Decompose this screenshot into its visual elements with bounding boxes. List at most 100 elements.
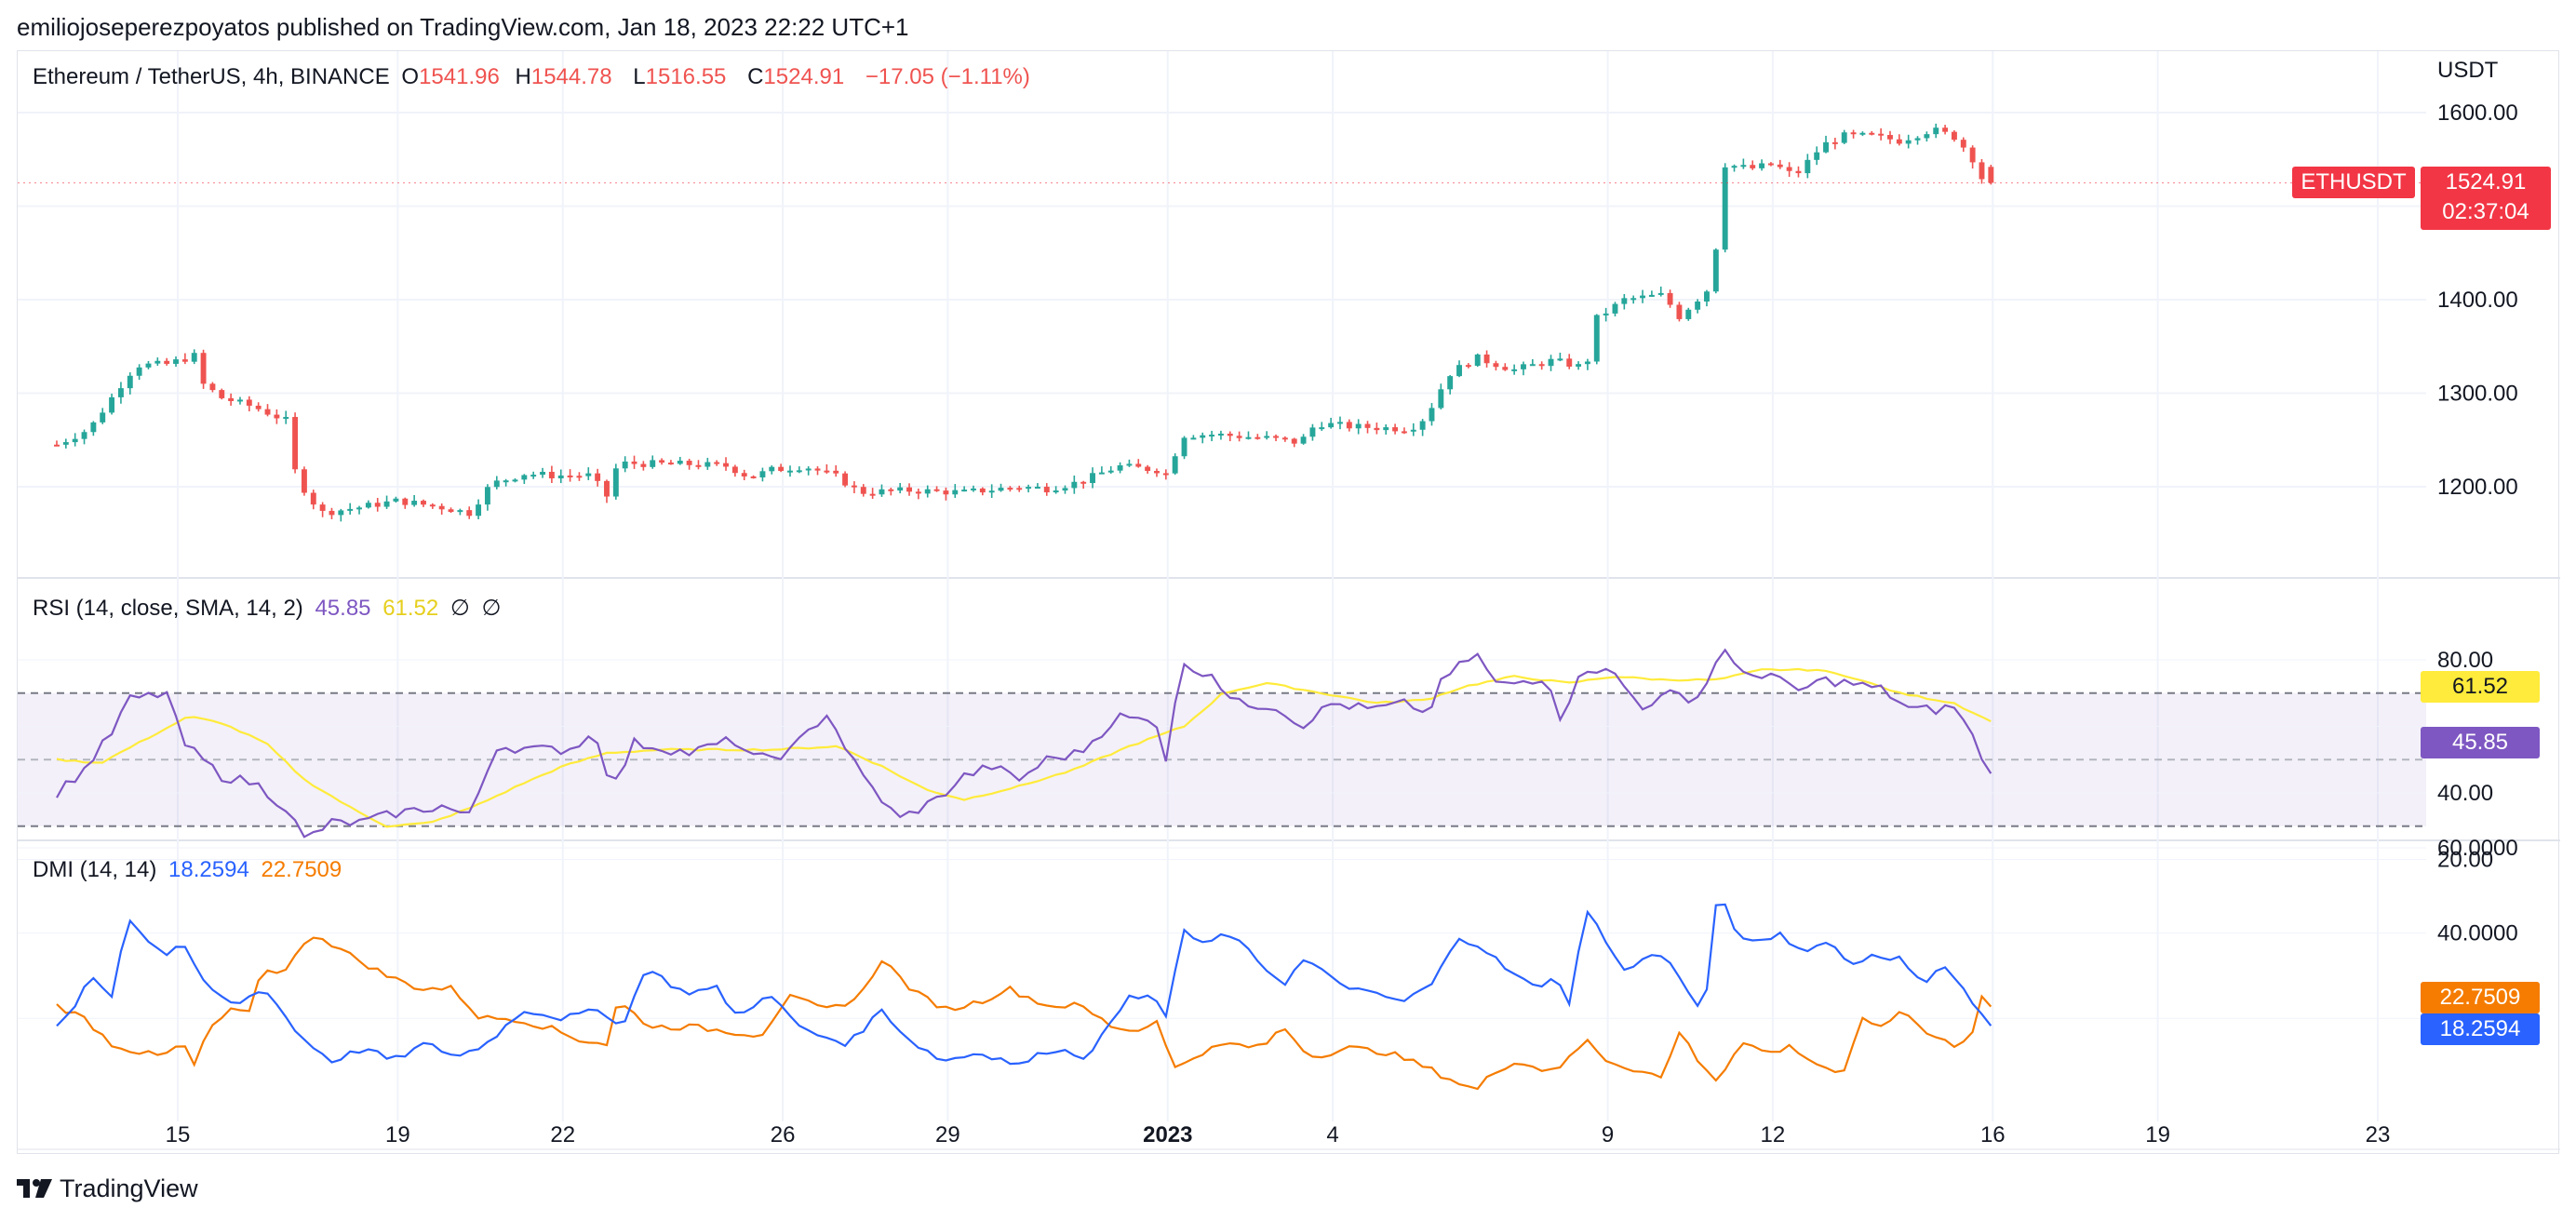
- candle-body: [1429, 408, 1435, 422]
- candle-body: [1988, 167, 1994, 183]
- x-tick-label: 4: [1326, 1122, 1338, 1147]
- candle-body: [622, 461, 628, 469]
- candle-body: [1117, 465, 1123, 471]
- candle-body: [659, 460, 665, 463]
- candle-body: [1383, 427, 1389, 431]
- candle-body: [219, 390, 225, 398]
- close-label: C1524.91: [747, 64, 844, 89]
- candle-body: [1281, 437, 1288, 440]
- candle-body: [1685, 309, 1692, 319]
- candle-body: [1722, 167, 1728, 250]
- di-plus-line: [56, 903, 1992, 1066]
- candle-body: [567, 475, 573, 477]
- candle-body: [1960, 140, 1966, 148]
- candle-body: [704, 462, 711, 467]
- candle-body: [1731, 166, 1737, 168]
- candle-body: [650, 460, 656, 467]
- candle-body: [924, 489, 931, 494]
- publisher-caption: emiliojoseperezpoyatos published on Trad…: [17, 13, 909, 41]
- candle-body: [1043, 487, 1050, 493]
- rsi-title[interactable]: RSI (14, close, SMA, 14, 2): [33, 596, 303, 621]
- chart-frame[interactable]: 15 19 22 26 29 2023 4 9 12 16 19 23 USDT 1600.00 1400.…: [17, 50, 2560, 1155]
- candle-body: [677, 461, 683, 464]
- rsi-value: 45.85: [315, 596, 371, 621]
- candle-body: [1181, 437, 1187, 457]
- candle-body: [750, 476, 757, 478]
- candle-body: [1887, 135, 1893, 140]
- candle-body: [1209, 435, 1215, 437]
- candle-body: [595, 473, 601, 481]
- candle-body: [209, 383, 216, 391]
- candle-body: [1300, 436, 1307, 444]
- candle-body: [1657, 292, 1664, 295]
- tradingview-logo[interactable]: TradingView: [17, 1174, 198, 1203]
- candle-body: [421, 501, 426, 505]
- candle-body: [100, 412, 106, 423]
- candle-body: [557, 475, 564, 478]
- ticker-badge[interactable]: ETHUSDT: [2292, 167, 2415, 198]
- price-tick-label: 1300.00: [2437, 382, 2518, 407]
- candle-body: [1098, 472, 1105, 475]
- candle-body: [869, 493, 876, 496]
- candle-body: [393, 498, 399, 502]
- candle-body: [1419, 421, 1426, 430]
- candle-body: [181, 359, 188, 362]
- candle-body: [319, 504, 326, 511]
- candle-body: [1309, 427, 1316, 437]
- candle-body: [1859, 132, 1866, 135]
- candle-body: [512, 479, 518, 482]
- rsi-tick-label: 80.00: [2437, 648, 2493, 673]
- candle-body: [1401, 431, 1407, 434]
- candle-body: [741, 473, 747, 476]
- rsi-line: [56, 648, 1992, 839]
- x-tick-label: 19: [385, 1122, 410, 1147]
- candle-body: [640, 463, 647, 467]
- candle-body: [191, 353, 197, 362]
- candle-body: [1557, 358, 1563, 361]
- candle-body: [612, 468, 619, 497]
- candle-body: [72, 438, 78, 443]
- rsi-tick-label: 20.00: [2437, 848, 2493, 873]
- candle-body: [1217, 434, 1224, 436]
- candle-body: [90, 422, 97, 433]
- rsi-na-1: ∅: [449, 596, 470, 621]
- rsi-tick-label: 40.00: [2437, 781, 2493, 806]
- candle-body: [1456, 365, 1462, 377]
- rsi-ma-line: [56, 667, 1992, 828]
- candle-body: [796, 470, 802, 473]
- candle-body: [145, 363, 152, 368]
- di-minus-badge: 22.7509: [2421, 982, 2540, 1013]
- candle-body: [842, 473, 849, 486]
- candle-body: [1667, 292, 1673, 305]
- open-label: O1541.96: [401, 64, 499, 89]
- symbol-label[interactable]: Ethereum / TetherUS, 4h, BINANCE: [33, 64, 390, 89]
- candle-body: [787, 470, 793, 473]
- candle-body: [448, 509, 454, 513]
- dmi-title[interactable]: DMI (14, 14): [33, 857, 157, 882]
- candle-body: [1291, 438, 1297, 444]
- candle-body: [1273, 436, 1279, 438]
- candle-body: [971, 488, 976, 490]
- candle-body: [1850, 132, 1857, 135]
- candle-body: [164, 360, 170, 364]
- candle-body: [109, 396, 115, 413]
- candle-body: [723, 463, 729, 467]
- last-price-badge[interactable]: 1524.91 02:37:04: [2421, 167, 2551, 230]
- candle-body: [1254, 436, 1261, 439]
- candle-body: [1750, 165, 1756, 168]
- candle-body: [1493, 363, 1499, 368]
- x-tick-label: 2023: [1143, 1122, 1192, 1147]
- candle-body: [1621, 298, 1628, 304]
- candle-body: [1107, 470, 1114, 473]
- candle-body: [1346, 422, 1352, 429]
- candle-body: [1576, 364, 1582, 367]
- candle-body: [493, 480, 500, 488]
- chart-canvas[interactable]: 15 19 22 26 29 2023 4 9 12 16 19 23 USDT 1600.00 1400.…: [18, 51, 2560, 1155]
- candle-body: [1511, 369, 1518, 371]
- candle-body: [374, 503, 381, 507]
- candle-body: [1071, 481, 1078, 489]
- candle-body: [814, 468, 821, 471]
- candle-body: [576, 476, 583, 478]
- candle-body: [521, 475, 528, 480]
- high-label: H1544.78: [516, 64, 612, 89]
